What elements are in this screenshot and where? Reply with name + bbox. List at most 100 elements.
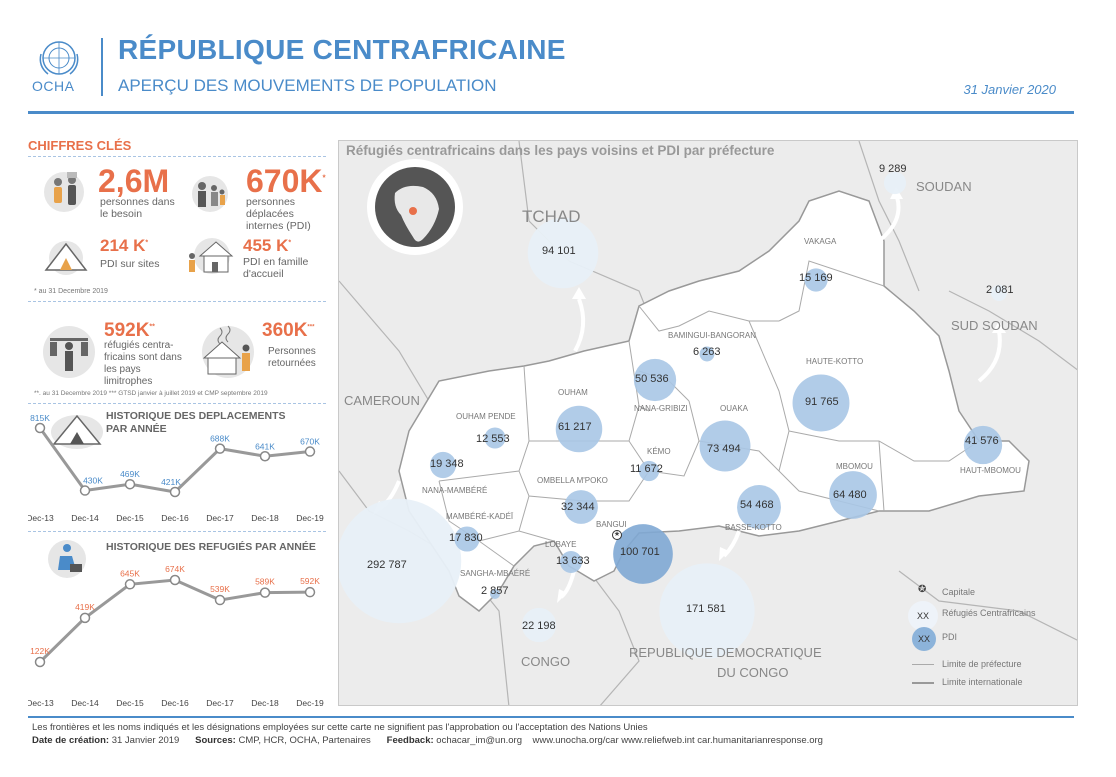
pref-label-mambere-kadei: MAMBÉRÉ-KADÉÏ xyxy=(446,512,514,521)
idp-bubble-kemo xyxy=(638,460,660,482)
legend-idp-marker: XX xyxy=(912,627,936,651)
returnees-icon xyxy=(202,325,254,378)
idp-mbomou: 64 480 xyxy=(833,489,867,501)
pref-label-kemo: KÉMO xyxy=(647,447,671,456)
country-label-tchad: TCHAD xyxy=(522,207,581,226)
data-point xyxy=(304,586,316,598)
idp-kemo: 11 672 xyxy=(630,463,663,475)
chart-refugees: 122K Dec-13 419K Dec-14 645K Dec-15 674K Dec-16… xyxy=(28,564,324,708)
data-point xyxy=(169,486,181,498)
returnees-label: Personnes retournées xyxy=(268,346,316,369)
header-separator xyxy=(101,38,103,96)
legend-idp-label: PDI xyxy=(942,632,958,642)
data-point xyxy=(259,451,271,462)
data-label: 122K xyxy=(30,646,50,656)
tent-history-icon xyxy=(51,414,103,449)
idp-ouaka: 73 494 xyxy=(707,443,741,455)
refugees-rdc: 171 581 xyxy=(686,603,726,615)
x-tick-label: Dec-18 xyxy=(251,698,279,708)
x-tick-label: Dec-14 xyxy=(71,513,99,523)
data-label: 670K xyxy=(300,437,320,447)
refugee-bubble-tchad xyxy=(527,217,599,289)
data-point xyxy=(169,574,181,586)
map-panel[interactable] xyxy=(338,140,1078,706)
country-label-soudan: SOUDAN xyxy=(916,179,972,194)
idp-bubble-ouham xyxy=(555,405,603,453)
header: OCHA RÉPUBLIQUE CENTRAFRICAINE APERÇU DE… xyxy=(0,0,1116,116)
data-point xyxy=(34,656,46,668)
idp-family-icon xyxy=(192,176,228,212)
x-tick-label: Dec-19 xyxy=(296,698,324,708)
un-ocha-logo xyxy=(39,41,79,75)
capital-star-icon: ★ xyxy=(612,530,622,540)
data-point xyxy=(214,443,226,454)
x-tick-label: Dec-14 xyxy=(71,698,99,708)
idp-bubble-mambere_kadei xyxy=(454,526,480,552)
in-need-label: personnes dans le besoin xyxy=(100,196,175,220)
idp-bubble-mbomou xyxy=(829,471,877,519)
data-label: 419K xyxy=(75,602,95,612)
footer-rule xyxy=(28,716,1074,718)
refugees-cameroun: 292 787 xyxy=(367,559,407,571)
footer-disclaimer: Les frontières et les noms indiqués et l… xyxy=(32,722,648,733)
idp-value: 670K* xyxy=(246,163,326,199)
data-label: 641K xyxy=(255,441,275,451)
refugee-bubble-cameroun xyxy=(339,498,462,624)
refugees-tchad: 94 101 xyxy=(542,245,576,257)
idp-ombella: 32 344 xyxy=(561,501,595,513)
page-title: RÉPUBLIQUE CENTRAFRICAINE xyxy=(118,34,566,65)
in-need-value: 2,6M xyxy=(98,163,170,199)
chart-displacements-title: HISTORIQUE DES DEPLACEMENTS PAR ANNÉE xyxy=(106,410,286,435)
host-value: 455 K* xyxy=(243,236,292,255)
map-title: Réfugiés centrafricains dans les pays vo… xyxy=(346,143,775,158)
x-tick-label: Dec-15 xyxy=(116,698,144,708)
idp-nana-mambere: 19 348 xyxy=(430,458,464,470)
pref-label-nana-gribizi: NANA-GRIBIZI xyxy=(634,404,688,413)
pref-label-ombella: OMBELLA M'POKO xyxy=(537,476,608,485)
chart-displacements: 815K Dec-13 430K Dec-14 469K Dec-15 421K Dec-16… xyxy=(28,413,324,523)
idp-ouham-pende: 12 553 xyxy=(476,433,510,445)
idp-bubble-bamingui xyxy=(699,346,715,362)
x-tick-label: Dec-17 xyxy=(206,698,234,708)
data-label: 674K xyxy=(165,564,185,574)
idp-bubble-nana_gribizi xyxy=(633,358,677,402)
data-label: 645K xyxy=(120,568,140,578)
x-tick-label: Dec-16 xyxy=(161,698,189,708)
divider xyxy=(28,403,326,404)
data-label: 592K xyxy=(300,576,320,586)
idp-haute-kotto: 91 765 xyxy=(805,396,839,408)
pref-label-bangui: BANGUI xyxy=(596,520,627,529)
data-label: 469K xyxy=(120,469,140,479)
x-tick-label: Dec-15 xyxy=(116,513,144,523)
note-1: * au 31 Decembre 2019 xyxy=(34,288,108,295)
idp-nana-gribizi: 50 536 xyxy=(635,373,669,385)
refugee-bubble-soudan xyxy=(883,171,907,195)
pref-label-basse-kotto: BASSE-KOTTO xyxy=(725,523,782,532)
idp-bubble-lobaye xyxy=(560,551,582,573)
data-point xyxy=(124,579,136,590)
x-tick-label: Dec-17 xyxy=(206,513,234,523)
people-in-need-icon xyxy=(44,172,84,212)
data-point xyxy=(214,594,226,606)
divider xyxy=(28,531,326,532)
host-family-icon xyxy=(189,238,234,274)
data-label: 688K xyxy=(210,434,230,444)
data-point xyxy=(79,612,91,624)
x-tick-label: Dec-19 xyxy=(296,513,324,523)
data-point xyxy=(304,446,316,457)
data-point xyxy=(34,422,46,434)
note-2: **. au 31 Decembre 2019 *** GTSD janvier… xyxy=(34,390,268,397)
data-label: 430K xyxy=(83,476,103,486)
pref-label-ouham: OUHAM xyxy=(558,388,588,397)
legend-capital-label: Capitale xyxy=(942,587,976,597)
refugee-history-icon xyxy=(48,540,86,578)
data-label: 539K xyxy=(210,584,230,594)
data-label: 589K xyxy=(255,577,275,587)
tent-icon xyxy=(44,241,88,275)
pref-label-ouaka: OUAKA xyxy=(720,404,749,413)
refugee-bubble-sud_soudan xyxy=(991,285,1007,301)
country-label-rdc-2: DU CONGO xyxy=(717,665,789,680)
idp-ouham: 61 217 xyxy=(558,421,592,433)
x-tick-label: Dec-18 xyxy=(251,513,279,523)
idp-bubble-haut_mbomou xyxy=(963,425,1003,465)
